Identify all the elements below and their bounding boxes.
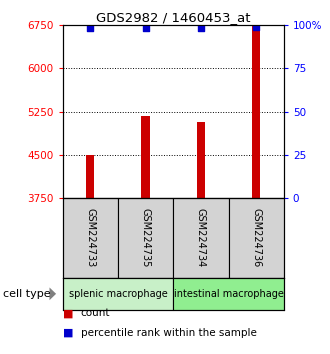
Text: ■: ■ [63,308,73,318]
Text: percentile rank within the sample: percentile rank within the sample [81,328,257,338]
Text: GSM224735: GSM224735 [141,209,150,268]
Bar [118,198,173,278]
Text: count: count [81,308,110,318]
Point [253,24,259,29]
Bar [228,198,284,278]
Text: ■: ■ [63,328,73,338]
Bar [63,198,118,278]
Text: GSM224733: GSM224733 [85,209,95,268]
Bar [197,122,205,198]
Bar [86,155,94,198]
Bar [252,25,260,198]
Text: intestinal macrophage: intestinal macrophage [174,289,283,299]
Text: GSM224734: GSM224734 [196,209,206,268]
Title: GDS2982 / 1460453_at: GDS2982 / 1460453_at [96,11,250,24]
Bar [63,278,173,310]
Bar [173,198,228,278]
Point [143,25,148,31]
Text: cell type: cell type [3,289,51,299]
Point [88,25,93,31]
Bar [173,278,284,310]
Text: splenic macrophage: splenic macrophage [69,289,167,299]
Text: GSM224736: GSM224736 [251,209,261,268]
Bar [142,116,150,198]
Point [198,25,204,31]
